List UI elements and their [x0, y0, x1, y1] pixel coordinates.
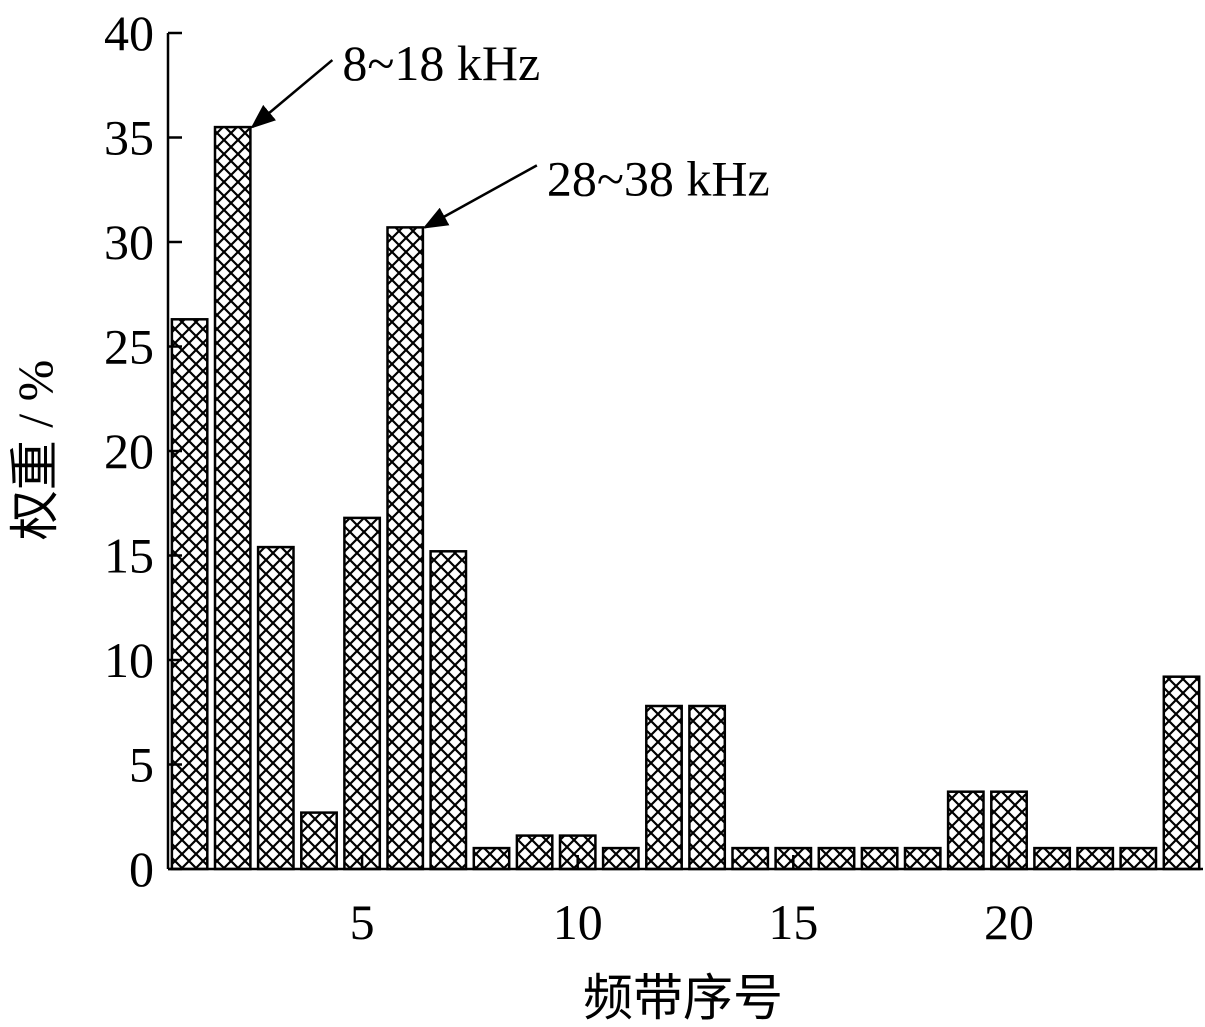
x-axis-title: 频带序号: [583, 970, 783, 1026]
y-tick-label-35: 35: [104, 110, 154, 166]
y-tick-label-10: 10: [104, 632, 154, 688]
bar-14: [731, 846, 770, 871]
bar-21: [1033, 846, 1072, 871]
bar-13: [688, 704, 727, 871]
bar-11: [601, 846, 640, 871]
y-tick-label-30: 30: [104, 214, 154, 270]
bar-4: [300, 811, 338, 871]
y-tick-label-20: 20: [104, 423, 154, 479]
bar-1: [170, 318, 209, 871]
annotation-label-1: 8~18 kHz: [342, 35, 540, 91]
bar-8: [472, 846, 511, 871]
bar-22: [1076, 846, 1115, 871]
annotation-arrow-1: [250, 59, 334, 129]
bar-12: [645, 704, 683, 871]
bar-16: [817, 846, 856, 871]
y-tick-label-15: 15: [104, 528, 154, 584]
axes-group: 0 5 10 15 20 25 30 35 40 5 10 15 20: [104, 5, 1203, 950]
bar-6: [386, 226, 425, 871]
x-tick-label-15: 15: [768, 894, 818, 950]
annotations-group: 8~18 kHz 28~38 kHz: [250, 35, 770, 229]
bar-5: [343, 516, 382, 871]
bar-3: [256, 545, 295, 871]
y-tick-label-25: 25: [104, 319, 154, 375]
y-tick-label-40: 40: [104, 5, 154, 61]
x-tick-label-10: 10: [553, 894, 603, 950]
bar-7: [429, 550, 468, 871]
bar-9: [515, 834, 554, 871]
bar-2: [213, 125, 252, 871]
y-axis-title: 权重 / %: [7, 360, 63, 541]
x-tick-label-5: 5: [350, 894, 375, 950]
annotation-arrow-2: [422, 164, 538, 229]
y-tick-label-5: 5: [129, 737, 154, 793]
bar-19: [946, 790, 985, 871]
annotation-label-2: 28~38 kHz: [547, 150, 770, 206]
bar-23: [1119, 846, 1158, 871]
bars-group: [170, 125, 1201, 871]
x-tick-label-20: 20: [984, 894, 1034, 950]
bar-18: [903, 846, 942, 871]
bar-17: [860, 846, 899, 871]
bar-24: [1162, 675, 1201, 871]
y-tick-label-0: 0: [129, 841, 154, 897]
